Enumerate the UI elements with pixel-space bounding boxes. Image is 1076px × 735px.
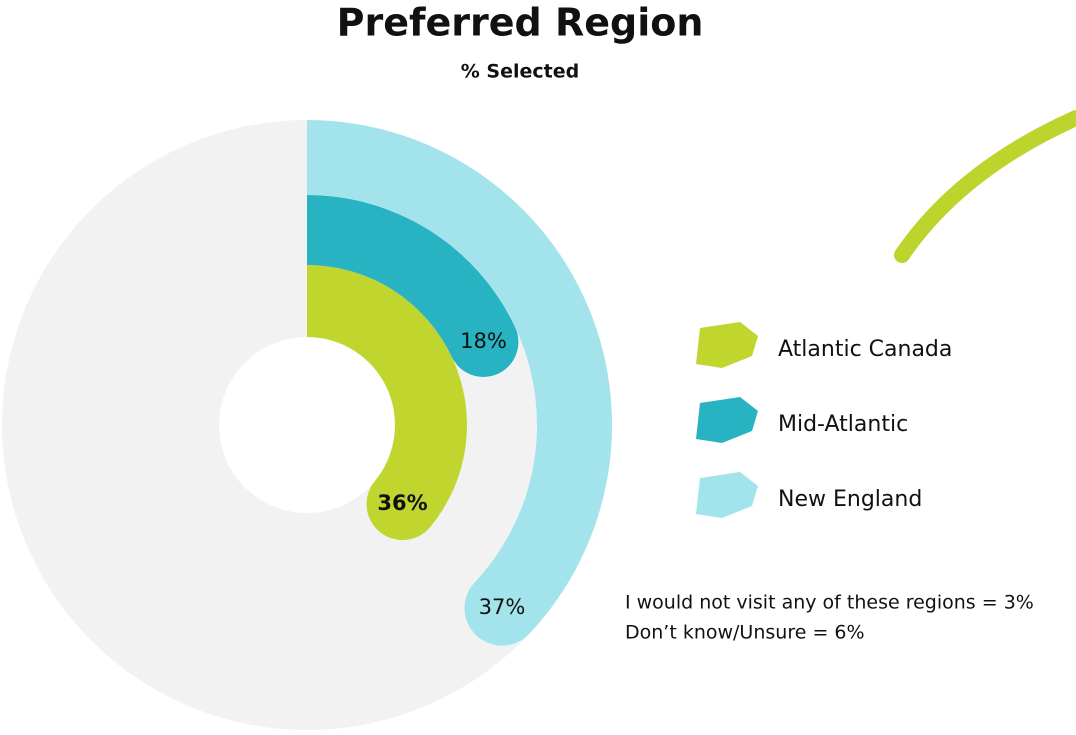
legend-label: New England — [778, 487, 922, 512]
value-label: 18% — [460, 329, 507, 353]
legend-swatch — [696, 472, 758, 518]
legend-label: Atlantic Canada — [778, 337, 952, 362]
radial-bar — [307, 120, 613, 646]
value-label: 37% — [479, 595, 526, 619]
annotation: Don’t know/Unsure = 6% — [625, 622, 865, 644]
legend-swatch — [696, 322, 758, 368]
value-label: 36% — [377, 491, 427, 515]
radial-bar — [307, 195, 519, 377]
legend-swatch — [696, 397, 758, 443]
chart-subtitle: % Selected — [461, 61, 579, 83]
annotation: I would not visit any of these regions =… — [625, 592, 1034, 614]
chart-title: Preferred Region — [337, 1, 704, 45]
decor-arc — [894, 110, 1076, 263]
radial-bar — [307, 265, 467, 541]
legend-label: Mid-Atlantic — [778, 412, 908, 437]
